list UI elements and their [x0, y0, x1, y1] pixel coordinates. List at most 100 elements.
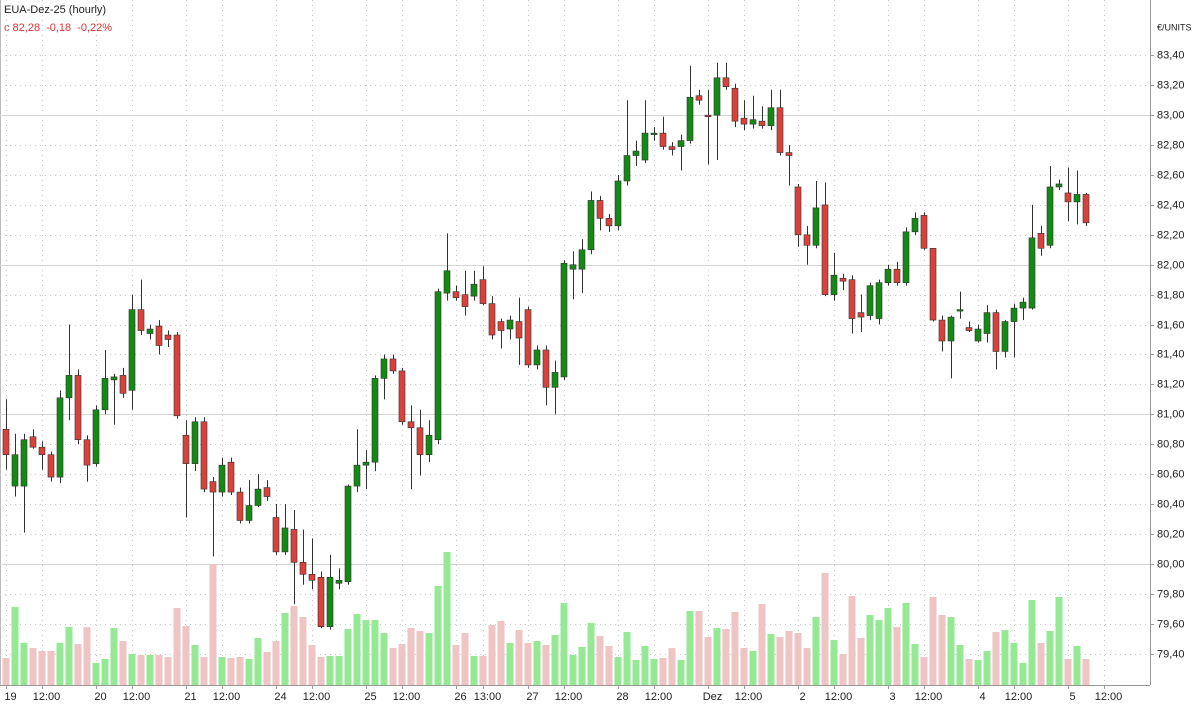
volume-bar — [965, 659, 973, 685]
candle-body — [110, 376, 118, 381]
volume-bar — [704, 637, 712, 685]
candle-body — [569, 264, 577, 270]
candle-body — [695, 95, 703, 101]
candle-body — [416, 427, 424, 455]
volume-bar — [497, 621, 505, 685]
candle-body — [362, 461, 370, 466]
volume-bar — [74, 644, 82, 685]
volume-bar — [1037, 643, 1045, 685]
y-tick-label: 83,20 — [1157, 79, 1185, 91]
candle-body — [452, 291, 460, 298]
change: -0,18 — [46, 22, 71, 34]
candle-body — [119, 375, 127, 394]
volume-bar — [587, 623, 595, 685]
volume-bar — [956, 645, 964, 685]
candle-body — [965, 327, 973, 331]
candle-body — [956, 309, 964, 312]
y-tick-label: 82,60 — [1157, 169, 1185, 181]
volume-bar — [137, 655, 145, 685]
volume-bar — [254, 638, 262, 685]
candle-body — [749, 119, 757, 125]
volume-bar — [200, 657, 208, 685]
candle-body — [20, 439, 28, 487]
candle-body — [938, 319, 946, 342]
volume-bar — [866, 615, 874, 685]
candle-body — [1001, 321, 1009, 352]
candle-body — [407, 421, 415, 429]
candle-body — [146, 328, 154, 334]
candle-body — [992, 312, 1000, 352]
volume-bar — [443, 552, 451, 685]
x-tick-label: 12:00 — [393, 691, 421, 703]
candle-body — [74, 375, 82, 441]
volume-bar — [65, 627, 73, 685]
x-tick-label: 13:00 — [474, 691, 502, 703]
candle-body — [821, 204, 829, 295]
volume-bar — [1028, 600, 1036, 685]
y-tick-label: 83,40 — [1157, 49, 1185, 61]
candle-layer — [2, 62, 1090, 630]
candle-body — [326, 577, 334, 627]
candle-body — [776, 107, 784, 153]
candle-body — [47, 454, 55, 478]
x-tick-label: 12:00 — [303, 691, 331, 703]
candle-body — [56, 397, 64, 478]
candle-body — [650, 132, 658, 135]
volume-bar — [173, 608, 181, 685]
candle-body — [884, 268, 892, 283]
candle-body — [245, 505, 253, 521]
volume-bar — [38, 651, 46, 685]
candle-body — [389, 358, 397, 372]
volume-bar — [767, 634, 775, 685]
volume-bar — [911, 644, 919, 685]
candle-body — [227, 461, 235, 493]
volume-bar — [2, 658, 10, 685]
volume-bar — [632, 660, 640, 685]
candle-body — [272, 517, 280, 553]
volume-bar — [371, 620, 379, 685]
candle-body — [236, 491, 244, 521]
volume-bar — [983, 651, 991, 685]
x-tick-label: 12:00 — [1005, 691, 1033, 703]
volume-bar — [695, 611, 703, 685]
x-tick-label: 12:00 — [825, 691, 853, 703]
volume-bar — [119, 641, 127, 685]
candle-body — [794, 186, 802, 236]
candle-body — [218, 464, 226, 493]
y-tick-label: 81,00 — [1157, 408, 1185, 420]
candle-body — [29, 436, 37, 448]
volume-bar — [758, 604, 766, 685]
x-tick-label: 20 — [94, 691, 106, 703]
x-tick-label: 5 — [1069, 691, 1075, 703]
volume-bar — [893, 627, 901, 685]
candle-body — [812, 207, 820, 246]
volume-bar — [677, 660, 685, 685]
y-tick-label: 82,00 — [1157, 259, 1185, 271]
x-tick-label: 21 — [184, 691, 196, 703]
volume-bar — [29, 648, 37, 685]
x-tick-label: Dez — [703, 691, 723, 703]
candle-body — [911, 218, 919, 233]
candle-body — [2, 428, 10, 455]
y-axis-label: €/UNITS — [1157, 22, 1192, 32]
volume-bar — [128, 654, 136, 685]
volume-bar — [110, 628, 118, 685]
candle-body — [1064, 192, 1072, 203]
volume-bar — [596, 636, 604, 685]
volume-bar — [236, 657, 244, 685]
volume-bar — [749, 651, 757, 685]
volume-bar — [524, 643, 532, 685]
candle-body — [425, 434, 433, 455]
volume-bar — [479, 656, 487, 685]
x-tick-label: 2 — [799, 691, 805, 703]
candle-body — [308, 574, 316, 581]
candle-body — [1073, 194, 1081, 203]
volume-bar — [650, 659, 658, 685]
volume-bar — [686, 611, 694, 685]
candle-body — [731, 87, 739, 122]
volume-bar — [47, 651, 55, 685]
volume-layer — [2, 552, 1090, 685]
candle-body — [533, 349, 541, 366]
y-tick-label: 81,20 — [1157, 378, 1185, 390]
